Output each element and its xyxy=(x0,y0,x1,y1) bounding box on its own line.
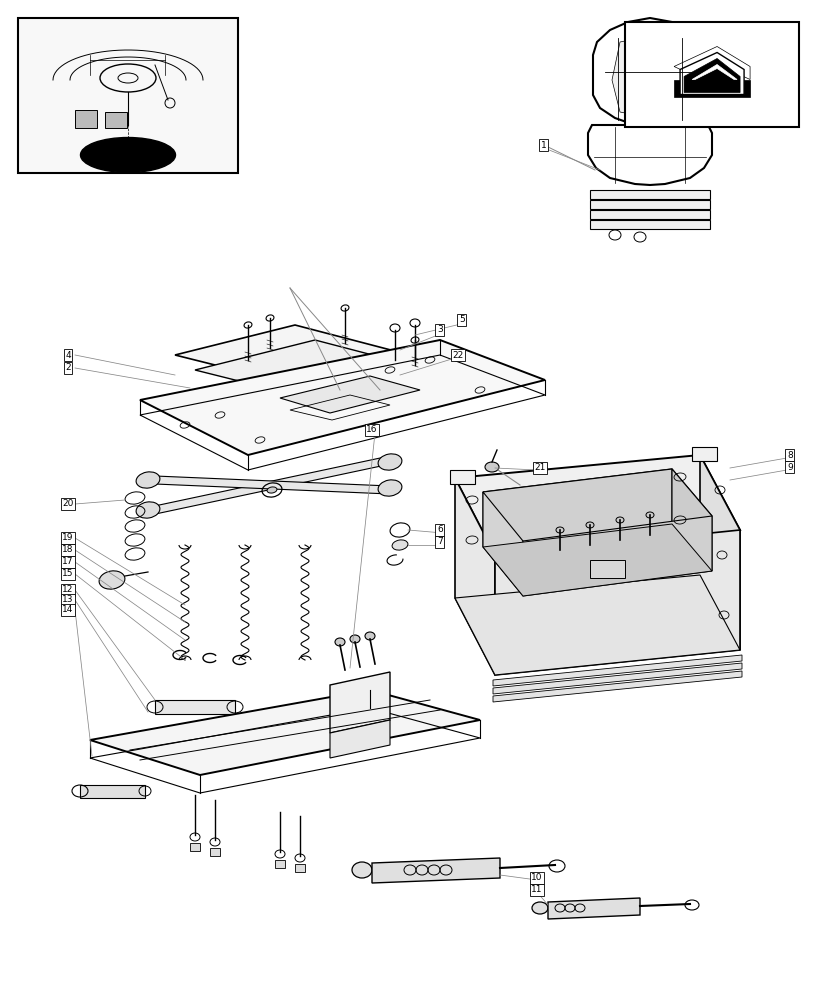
Polygon shape xyxy=(611,36,687,118)
Ellipse shape xyxy=(80,138,175,173)
Ellipse shape xyxy=(615,517,624,523)
Ellipse shape xyxy=(586,522,593,528)
Ellipse shape xyxy=(136,472,160,488)
Polygon shape xyxy=(280,376,419,413)
Ellipse shape xyxy=(378,454,401,470)
Text: 15: 15 xyxy=(62,570,74,578)
Ellipse shape xyxy=(335,638,345,646)
Text: 22: 22 xyxy=(452,351,463,360)
Polygon shape xyxy=(691,65,736,80)
Polygon shape xyxy=(673,47,749,80)
Text: 6: 6 xyxy=(437,526,442,534)
Polygon shape xyxy=(455,455,739,555)
Polygon shape xyxy=(90,690,480,775)
Polygon shape xyxy=(174,325,409,385)
Polygon shape xyxy=(294,864,304,872)
Polygon shape xyxy=(590,190,709,199)
Ellipse shape xyxy=(99,571,125,589)
Ellipse shape xyxy=(267,487,276,493)
Polygon shape xyxy=(495,530,739,675)
Ellipse shape xyxy=(485,462,499,472)
Ellipse shape xyxy=(378,480,401,496)
Polygon shape xyxy=(590,220,709,229)
Polygon shape xyxy=(482,524,711,596)
Polygon shape xyxy=(523,516,711,596)
Ellipse shape xyxy=(136,502,160,518)
Ellipse shape xyxy=(645,512,653,518)
Text: 21: 21 xyxy=(533,464,545,473)
Ellipse shape xyxy=(351,862,371,878)
Polygon shape xyxy=(155,476,390,494)
Polygon shape xyxy=(80,785,145,798)
Polygon shape xyxy=(455,478,495,675)
Polygon shape xyxy=(482,469,672,547)
Text: 10: 10 xyxy=(531,874,542,882)
Bar xyxy=(590,560,624,578)
Polygon shape xyxy=(330,720,390,758)
Text: 11: 11 xyxy=(531,885,542,894)
Polygon shape xyxy=(492,671,741,702)
Polygon shape xyxy=(683,59,739,93)
Polygon shape xyxy=(590,200,709,209)
Polygon shape xyxy=(482,492,523,596)
Text: 14: 14 xyxy=(62,605,74,614)
Polygon shape xyxy=(210,848,220,856)
Polygon shape xyxy=(547,898,639,919)
Polygon shape xyxy=(699,455,739,650)
Text: 7: 7 xyxy=(437,538,442,546)
Ellipse shape xyxy=(532,902,547,914)
Text: 19: 19 xyxy=(62,534,74,542)
Text: 9: 9 xyxy=(786,462,792,472)
Text: 4: 4 xyxy=(65,351,71,360)
Text: 12: 12 xyxy=(62,585,74,594)
Text: 1: 1 xyxy=(541,141,546,150)
Polygon shape xyxy=(672,469,711,571)
Ellipse shape xyxy=(365,632,375,640)
Polygon shape xyxy=(673,80,749,97)
Polygon shape xyxy=(679,53,743,95)
Polygon shape xyxy=(455,575,739,675)
Ellipse shape xyxy=(392,540,408,550)
Polygon shape xyxy=(195,340,429,400)
Text: 17: 17 xyxy=(62,558,74,566)
Polygon shape xyxy=(590,210,709,219)
Polygon shape xyxy=(275,860,284,868)
Bar xyxy=(155,700,235,714)
Polygon shape xyxy=(189,843,200,851)
Bar xyxy=(75,110,97,128)
Text: 18: 18 xyxy=(62,546,74,554)
Text: 16: 16 xyxy=(366,426,377,434)
Ellipse shape xyxy=(555,527,563,533)
Text: 3: 3 xyxy=(437,326,442,334)
Ellipse shape xyxy=(350,635,360,643)
Polygon shape xyxy=(492,655,741,686)
Text: 2: 2 xyxy=(65,363,71,372)
Polygon shape xyxy=(482,469,711,541)
Bar xyxy=(624,22,798,127)
Polygon shape xyxy=(371,858,500,883)
Text: 13: 13 xyxy=(62,595,74,604)
Text: 20: 20 xyxy=(62,499,74,508)
Polygon shape xyxy=(154,456,390,514)
Bar xyxy=(449,470,475,484)
Bar xyxy=(18,18,237,173)
Text: 8: 8 xyxy=(786,450,792,460)
Polygon shape xyxy=(492,663,741,694)
Bar xyxy=(105,112,127,128)
Polygon shape xyxy=(140,340,544,455)
Bar xyxy=(691,447,716,461)
Text: 5: 5 xyxy=(458,316,464,324)
Polygon shape xyxy=(330,672,390,733)
